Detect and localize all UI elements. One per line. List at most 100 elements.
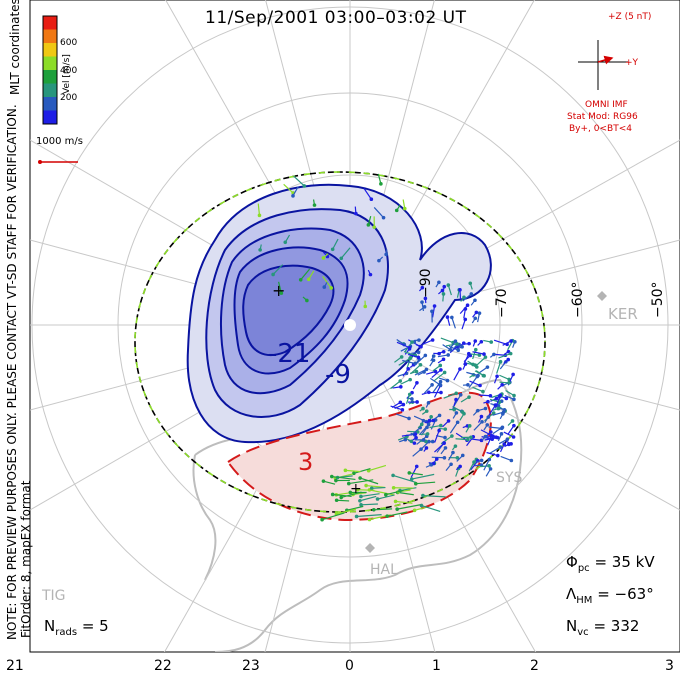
velocity-vector <box>451 317 456 329</box>
contour-label-9: -9 <box>325 360 351 390</box>
velocity-vector-origin <box>375 497 380 501</box>
velocity-vector <box>353 467 371 474</box>
velocity-vector <box>433 385 441 398</box>
velocity-vector <box>363 188 372 200</box>
velocity-vector-origin <box>257 213 262 218</box>
velocity-vector-origin <box>441 292 446 296</box>
velocity-vector <box>332 238 339 250</box>
velocity-vector-origin <box>427 439 431 444</box>
velocity-vector-origin <box>438 379 443 384</box>
velocity-vector-origin <box>477 353 482 357</box>
station-tig: TIG <box>42 588 66 604</box>
velocity-vector-origin <box>453 339 458 344</box>
velocity-vector-origin <box>466 351 471 356</box>
velocity-vector <box>469 380 481 387</box>
velocity-vector-origin <box>458 288 462 292</box>
velocity-vector-origin <box>424 367 429 372</box>
velocity-vector <box>377 494 395 500</box>
velocity-vector <box>498 353 511 359</box>
velocity-vector-origin <box>367 517 372 522</box>
velocity-vector-origin <box>419 422 424 427</box>
velocity-vector-origin <box>422 305 427 309</box>
velocity-vector-origin <box>414 369 419 374</box>
velocity-vector-origin <box>306 277 311 282</box>
velocity-vector-origin <box>394 208 399 213</box>
velocity-vector <box>356 514 382 518</box>
velocity-vector-origin <box>473 347 478 352</box>
velocity-vector-origin <box>363 304 368 309</box>
velocity-vector <box>373 508 393 511</box>
velocity-vector-origin <box>462 295 466 300</box>
velocity-vector <box>470 460 479 471</box>
velocity-vector-origin <box>312 203 317 207</box>
velocity-vector-origin <box>509 442 513 446</box>
velocity-vector-origin <box>512 423 516 428</box>
velocity-vector-origin <box>366 223 371 227</box>
velocity-vector <box>340 247 351 259</box>
velocity-vector <box>331 475 356 481</box>
velocity-vector-origin <box>329 286 333 290</box>
velocity-vector-origin <box>468 281 473 286</box>
velocity-vector-origin <box>258 248 262 252</box>
colorbar-segment <box>43 16 57 30</box>
velocity-vector-origin <box>482 352 486 356</box>
velocity-vector <box>392 474 417 483</box>
velocity-vector <box>421 504 441 513</box>
velocity-vector-origin <box>407 416 411 421</box>
velocity-vector-origin <box>384 492 388 497</box>
velocity-vector <box>470 438 482 441</box>
velocity-vector-origin <box>453 444 458 448</box>
velocity-vector-origin <box>494 435 498 439</box>
velocity-vector-origin <box>466 437 470 442</box>
velocity-vector-origin <box>439 368 443 372</box>
colorbar-tick-200: 200 <box>60 93 78 103</box>
velocity-vector-origin <box>410 340 414 344</box>
velocity-vector-origin <box>354 211 358 216</box>
colorbar-tick-600: 600 <box>60 38 78 48</box>
velocity-vector-origin <box>443 435 447 440</box>
velocity-vector-origin <box>491 411 496 415</box>
velocity-vector-origin <box>421 493 425 498</box>
velocity-vector <box>503 431 514 438</box>
velocity-vector <box>402 359 416 365</box>
velocity-vector-origin <box>302 184 307 188</box>
stat-nvc: Nvc = 332 <box>566 617 640 638</box>
velocity-vector-origin <box>321 479 326 483</box>
velocity-vector-origin <box>356 487 360 492</box>
velocity-vector-origin <box>437 413 442 418</box>
velocity-vector-origin <box>354 514 359 519</box>
fit-order: FitOrder: 8, mapEX format <box>19 480 33 638</box>
velocity-vector <box>489 446 501 454</box>
colorbar-segment <box>43 97 57 111</box>
velocity-vector-origin <box>450 434 454 438</box>
station-markers <box>365 291 607 553</box>
velocity-vector <box>415 481 436 485</box>
imf-y-label: +Y <box>625 58 639 68</box>
velocity-vector-origin <box>425 432 430 436</box>
velocity-vector-origin <box>463 362 468 366</box>
mlt-tick-label: 2 <box>530 658 539 674</box>
negative-cell <box>186 183 492 444</box>
velocity-vector <box>433 371 446 382</box>
velocity-vector-origin <box>446 283 451 287</box>
velocity-vector-origin <box>481 373 486 378</box>
velocity-vector <box>410 364 421 375</box>
velocity-vector-origin <box>415 380 419 385</box>
velocity-vector-origin <box>432 304 437 308</box>
velocity-vector-origin <box>283 240 288 245</box>
stat-phi-pc: Φpc = 35 kV <box>566 553 655 574</box>
velocity-vector <box>476 356 486 366</box>
vector-scale-label: 1000 m/s <box>36 136 83 147</box>
velocity-vector-origin <box>437 280 441 285</box>
velocity-vector <box>346 505 364 511</box>
velocity-vector <box>488 404 496 417</box>
velocity-vector <box>462 293 472 302</box>
velocity-vector-origin <box>443 446 448 450</box>
velocity-vector-origin <box>454 411 459 415</box>
velocity-vector-origin <box>305 298 309 303</box>
velocity-vector-origin <box>391 485 396 490</box>
velocity-vector-origin <box>449 462 453 467</box>
velocity-vector-origin <box>406 367 410 371</box>
colorbar <box>43 16 57 125</box>
velocity-vector-origin <box>460 410 465 414</box>
